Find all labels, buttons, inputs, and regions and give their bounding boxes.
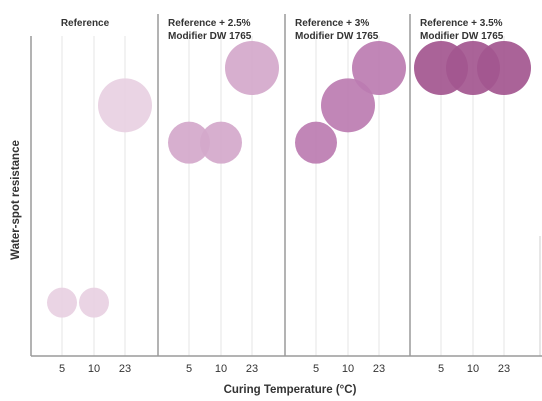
panel-titles: Reference Reference + 2.5% Modifier DW 176…	[61, 18, 504, 42]
panel-title-line: Reference + 3.5%	[420, 18, 503, 29]
panel-title-line: Modifier DW 1765	[420, 31, 504, 42]
panel-title-line: Reference + 2.5%	[168, 18, 251, 29]
bubble	[225, 41, 279, 95]
x-tick-label: 5	[438, 363, 444, 375]
bubble	[295, 121, 337, 164]
bubble	[168, 121, 210, 164]
bubbles	[47, 41, 531, 318]
bubble	[321, 78, 375, 133]
x-tick-label: 23	[373, 363, 385, 375]
panel-title-line: Modifier DW 1765	[168, 31, 252, 42]
x-tick-label: 23	[119, 363, 131, 375]
x-tick-label: 10	[215, 363, 227, 375]
x-tick-label: 23	[498, 363, 510, 375]
bubble	[477, 41, 531, 95]
x-tick-label: 10	[88, 363, 100, 375]
x-axis-title: Curing Temperature (°C)	[224, 384, 357, 396]
x-tick-label: 5	[59, 363, 65, 375]
x-tick-label: 23	[246, 363, 258, 375]
x-tick-label: 5	[186, 363, 192, 375]
panel-title-line: Modifier DW 1765	[295, 31, 379, 42]
bubble	[79, 287, 109, 318]
bubble	[47, 287, 77, 318]
bubble	[352, 41, 406, 95]
x-tick-label: 10	[342, 363, 354, 375]
bubble	[98, 78, 152, 133]
panel-title-line: Reference	[61, 18, 110, 29]
bubble	[200, 121, 242, 164]
panel-dividers	[30, 14, 541, 356]
x-tick-labels: 5 10 23 5 10 23 5 10 23 5 10 23	[59, 363, 510, 375]
x-tick-label: 5	[313, 363, 319, 375]
x-tick-label: 10	[467, 363, 479, 375]
panel-title-line: Reference + 3%	[295, 18, 369, 29]
y-axis-title: Water-spot resistance	[10, 140, 22, 260]
